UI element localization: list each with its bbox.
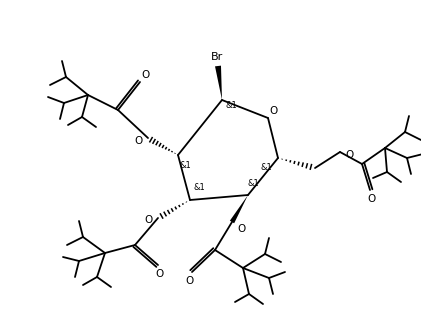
Text: O: O bbox=[345, 150, 353, 160]
Polygon shape bbox=[230, 195, 248, 223]
Text: O: O bbox=[368, 194, 376, 204]
Text: O: O bbox=[135, 136, 143, 146]
Text: &1: &1 bbox=[247, 178, 259, 188]
Text: O: O bbox=[269, 106, 277, 116]
Text: &1: &1 bbox=[179, 161, 191, 170]
Text: Br: Br bbox=[211, 52, 223, 62]
Text: O: O bbox=[237, 224, 245, 234]
Polygon shape bbox=[215, 66, 222, 100]
Text: O: O bbox=[185, 276, 193, 286]
Text: O: O bbox=[141, 70, 149, 80]
Text: &1: &1 bbox=[193, 184, 205, 192]
Text: O: O bbox=[145, 215, 153, 225]
Text: &1: &1 bbox=[225, 101, 237, 111]
Text: &1: &1 bbox=[260, 163, 272, 173]
Text: O: O bbox=[156, 269, 164, 279]
